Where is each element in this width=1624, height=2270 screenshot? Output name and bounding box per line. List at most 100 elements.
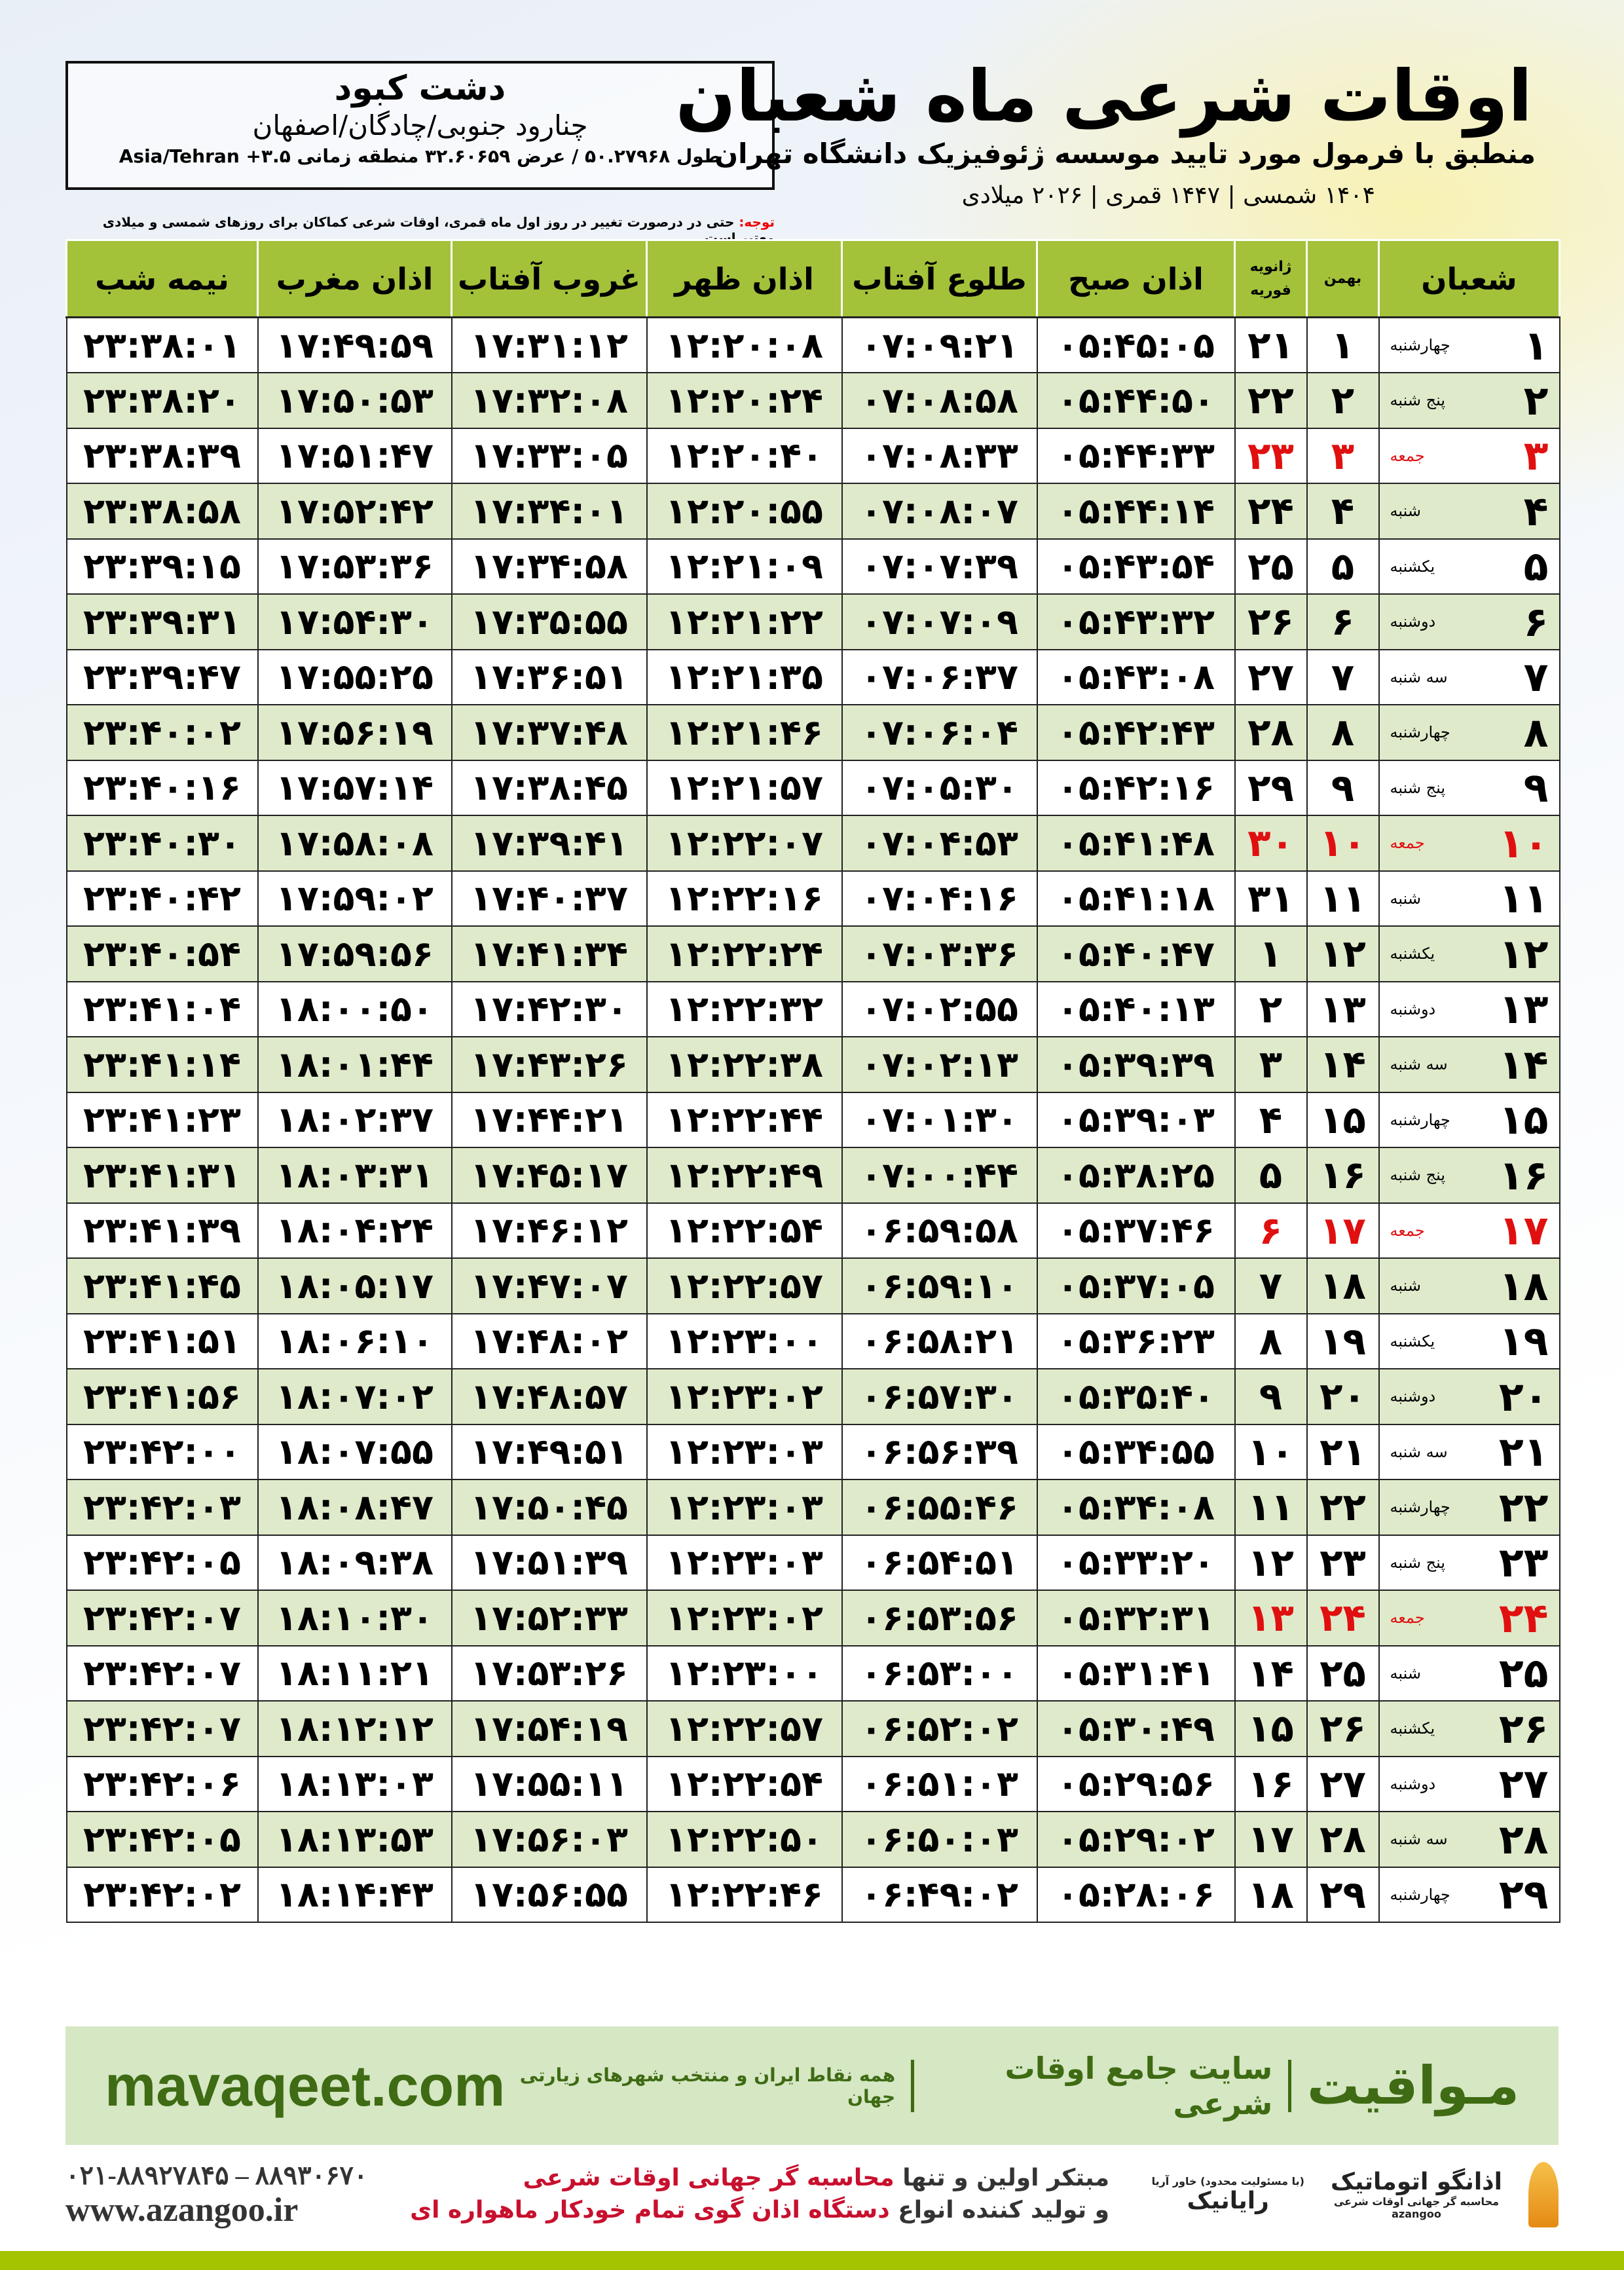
shaban-day-number: ۱۰ (1498, 819, 1549, 867)
fajr-azan-cell: ۰۵:۳۴:۰۸ (1036, 1479, 1236, 1536)
fajr-azan-cell: ۰۵:۳۹:۰۳ (1036, 1091, 1236, 1148)
sunrise-cell: ۰۷:۰۱:۳۰ (841, 1091, 1038, 1148)
bahman-day-cell: ۲۱ (1306, 1423, 1380, 1480)
fajr-azan-cell: ۰۵:۴۴:۱۴ (1036, 483, 1236, 540)
dhuhr-azan-cell: ۱۲:۲۳:۰۳ (646, 1534, 843, 1591)
bahman-day-cell: ۵ (1306, 538, 1380, 595)
shaban-day-cell: ۱۲ یکشنبه (1378, 925, 1560, 982)
bahman-day-cell: ۶ (1306, 593, 1380, 650)
shaban-day-cell: ۸ چهارشنبه (1378, 704, 1560, 761)
sunrise-cell: ۰۶:۵۶:۳۹ (841, 1423, 1038, 1480)
sponsor-logos: اذانگو اتوماتیک محاسبه گر جهانی اوقات شرع… (1152, 2161, 1559, 2227)
table-row: ۱۱ شنبه ۱۱ ۳۱ ۰۵:۴۱:۱۸ ۰۷:۰۴:۱۶ ۱۲:۲۲:۱۶ ۱۷:۴۰:… (65, 870, 1560, 927)
shaban-day-cell: ۲۴ جمعه (1378, 1590, 1560, 1647)
dhuhr-azan-cell: ۱۲:۲۰:۴۰ (646, 427, 843, 484)
shaban-day-cell: ۲۹ چهارشنبه (1378, 1866, 1560, 1923)
shaban-day-number: ۲۸ (1498, 1815, 1549, 1863)
divider (1288, 2059, 1291, 2112)
bahman-day-cell: ۲۵ (1306, 1645, 1380, 1702)
sunrise-cell: ۰۶:۵۵:۴۶ (841, 1479, 1038, 1536)
year-info: ۱۴۰۴ شمسی | ۱۴۴۷ قمری | ۲۰۲۶ میلادی (961, 182, 1375, 209)
bahman-day-cell: ۲۸ (1306, 1811, 1380, 1868)
sunset-cell: ۱۷:۳۹:۴۱ (451, 815, 648, 872)
dhuhr-azan-cell: ۱۲:۲۲:۱۶ (646, 870, 843, 927)
weekday-name: سه شنبه (1390, 1830, 1448, 1849)
bahman-day-cell: ۳ (1306, 427, 1380, 484)
midnight-cell: ۲۳:۴۲:۰۷ (65, 1590, 259, 1647)
sunset-cell: ۱۷:۵۶:۰۳ (451, 1811, 648, 1868)
fajr-azan-cell: ۰۵:۳۳:۲۰ (1036, 1534, 1236, 1591)
sunrise-cell: ۰۷:۰۰:۴۴ (841, 1147, 1038, 1204)
maghrib-azan-cell: ۱۸:۰۰:۵۰ (257, 980, 452, 1037)
column-header: ژانویه فوریه (1234, 239, 1308, 318)
shaban-day-number: ۲۹ (1498, 1870, 1549, 1919)
weekday-name: یکشنبه (1390, 1719, 1435, 1738)
table-row: ۸ چهارشنبه ۸ ۲۸ ۰۵:۴۲:۴۳ ۰۷:۰۶:۰۴ ۱۲:۲۱:۴۶ ۱۷:۳… (65, 704, 1560, 761)
shaban-day-number: ۱ (1523, 321, 1549, 369)
shaban-day-number: ۱۴ (1498, 1040, 1549, 1088)
site-link[interactable]: mavaqeet.com (105, 2053, 506, 2118)
table-row: ۲ پنج شنبه ۲ ۲۲ ۰۵:۴۴:۵۰ ۰۷:۰۸:۵۸ ۱۲:۲۰:۲۴ ۱۷:۳… (65, 372, 1560, 429)
column-header: شعبان (1378, 239, 1560, 318)
maghrib-azan-cell: ۱۷:۵۹:۰۲ (257, 870, 452, 927)
logo-latin: azangoo (1392, 2208, 1441, 2220)
sunrise-cell: ۰۷:۰۴:۵۳ (841, 815, 1038, 872)
gregorian-day-cell: ۲۳ (1234, 427, 1308, 484)
dhuhr-azan-cell: ۱۲:۲۲:۵۴ (646, 1202, 843, 1259)
bahman-day-cell: ۲۴ (1306, 1590, 1380, 1647)
column-header: اذان مغرب (257, 239, 452, 318)
midnight-cell: ۲۳:۴۰:۴۲ (65, 870, 259, 927)
table-row: ۱۷ جمعه ۱۷ ۶ ۰۵:۳۷:۴۶ ۰۶:۵۹:۵۸ ۱۲:۲۲:۵۴ ۱۷:۴۶:۱… (65, 1202, 1560, 1259)
gregorian-day-cell: ۱۷ (1234, 1811, 1308, 1868)
divider (911, 2059, 914, 2112)
dhuhr-azan-cell: ۱۲:۲۱:۲۲ (646, 593, 843, 650)
gregorian-day-cell: ۲۵ (1234, 538, 1308, 595)
shaban-day-cell: ۶ دوشنبه (1378, 593, 1560, 650)
dhuhr-azan-cell: ۱۲:۲۲:۵۷ (646, 1700, 843, 1757)
shaban-day-number: ۱۲ (1498, 929, 1549, 978)
dhuhr-azan-cell: ۱۲:۲۳:۰۲ (646, 1368, 843, 1425)
table-row: ۲۷ دوشنبه ۲۷ ۱۶ ۰۵:۲۹:۵۶ ۰۶:۵۱:۰۳ ۱۲:۲۲:۵۴ ۱۷:۵… (65, 1755, 1560, 1812)
table-row: ۵ یکشنبه ۵ ۲۵ ۰۵:۴۳:۵۴ ۰۷:۰۷:۳۹ ۱۲:۲۱:۰۹ ۱۷:۳۴:… (65, 538, 1560, 595)
shaban-day-cell: ۹ پنج شنبه (1378, 759, 1560, 816)
shaban-day-number: ۸ (1523, 708, 1549, 756)
gregorian-day-cell: ۸ (1234, 1312, 1308, 1369)
table-row: ۱۵ چهارشنبه ۱۵ ۴ ۰۵:۳۹:۰۳ ۰۷:۰۱:۳۰ ۱۲:۲۲:۴۴ ۱۷:… (65, 1091, 1560, 1148)
bahman-day-cell: ۱۰ (1306, 815, 1380, 872)
weekday-name: شنبه (1390, 502, 1421, 521)
table-row: ۱۰ جمعه ۱۰ ۳۰ ۰۵:۴۱:۴۸ ۰۷:۰۴:۵۳ ۱۲:۲۲:۰۷ ۱۷:۳۹:… (65, 815, 1560, 872)
location-box: دشت کبود چنارود جنوبی/چادگان/اصفهان طول … (65, 61, 775, 190)
advert-line2-highlight: دستگاه اذان گوی تمام خودکار ماهواره ای (410, 2196, 890, 2223)
shaban-day-number: ۴ (1523, 487, 1549, 535)
dhuhr-azan-cell: ۱۲:۲۲:۴۶ (646, 1866, 843, 1923)
bahman-day-cell: ۱۳ (1306, 980, 1380, 1037)
table-row: ۲۰ دوشنبه ۲۰ ۹ ۰۵:۳۵:۴۰ ۰۶:۵۷:۳۰ ۱۲:۲۳:۰۲ ۱۷:۴۸… (65, 1368, 1560, 1425)
sunrise-cell: ۰۷:۰۴:۱۶ (841, 870, 1038, 927)
note-label: توجه: (739, 214, 775, 230)
fajr-azan-cell: ۰۵:۴۱:۴۸ (1036, 815, 1236, 872)
sunrise-cell: ۰۶:۵۳:۰۰ (841, 1645, 1038, 1702)
fajr-azan-cell: ۰۵:۳۶:۲۳ (1036, 1312, 1236, 1369)
weekday-name: پنج شنبه (1390, 1553, 1446, 1572)
table-row: ۲۴ جمعه ۲۴ ۱۳ ۰۵:۳۲:۳۱ ۰۶:۵۳:۵۶ ۱۲:۲۳:۰۲ ۱۷:۵۲:… (65, 1590, 1560, 1647)
note-text: حتی در درصورت تغییر در روز اول ماه قمری،… (102, 214, 775, 246)
table-row: ۱۲ یکشنبه ۱۲ ۱ ۰۵:۴۰:۴۷ ۰۷:۰۳:۳۶ ۱۲:۲۲:۲۴ ۱۷:۴۱… (65, 925, 1560, 982)
page-subtitle: منطبق با فرمول مورد تایید موسسه ژئوفیزیک… (714, 138, 1536, 170)
bahman-day-cell: ۹ (1306, 759, 1380, 816)
weekday-name: شنبه (1390, 889, 1421, 908)
sunset-cell: ۱۷:۴۷:۰۷ (451, 1257, 648, 1314)
maghrib-azan-cell: ۱۸:۰۱:۴۴ (257, 1036, 452, 1093)
column-header: طلوع آفتاب (841, 239, 1038, 318)
dhuhr-azan-cell: ۱۲:۲۲:۳۲ (646, 980, 843, 1037)
website-link[interactable]: www.azangoo.ir (65, 2191, 299, 2229)
maghrib-azan-cell: ۱۸:۱۱:۲۱ (257, 1645, 452, 1702)
shaban-day-cell: ۲۰ دوشنبه (1378, 1368, 1560, 1425)
weekday-name: جمعه (1390, 834, 1425, 853)
midnight-cell: ۲۳:۴۱:۰۴ (65, 980, 259, 1037)
dhuhr-azan-cell: ۱۲:۲۲:۵۷ (646, 1257, 843, 1314)
logo-subtext: محاسبه گر جهانی اوقات شرعی (1333, 2195, 1499, 2208)
sunset-cell: ۱۷:۴۵:۱۷ (451, 1147, 648, 1204)
maghrib-azan-cell: ۱۸:۰۴:۲۴ (257, 1202, 452, 1259)
bahman-day-cell: ۴ (1306, 483, 1380, 540)
fajr-azan-cell: ۰۵:۴۳:۳۲ (1036, 593, 1236, 650)
